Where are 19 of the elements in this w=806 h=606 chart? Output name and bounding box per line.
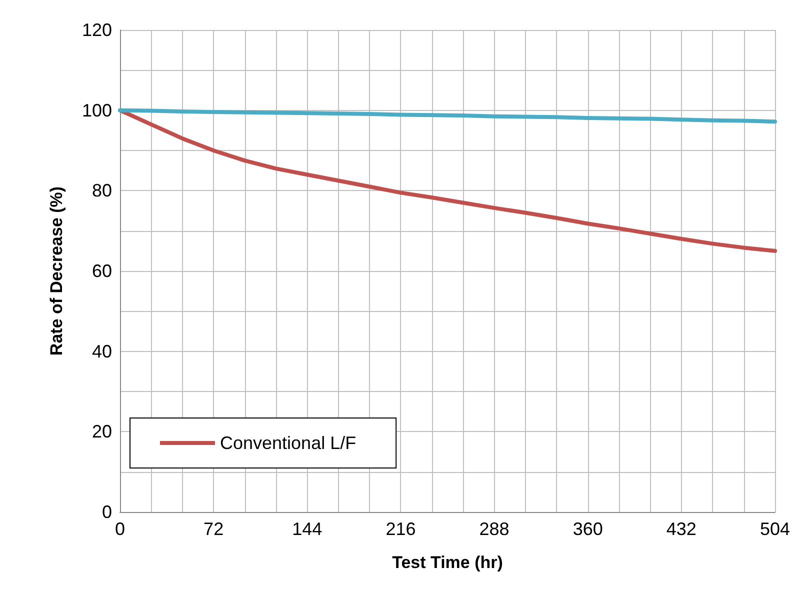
y-tick-label: 0 — [102, 502, 112, 522]
y-tick-label: 100 — [82, 100, 112, 120]
x-tick-label: 144 — [292, 519, 322, 539]
y-tick-label: 120 — [82, 20, 112, 40]
x-tick-label: 0 — [114, 519, 126, 539]
legend-label: Conventional L/F — [220, 433, 356, 453]
x-tick-label: 288 — [479, 519, 510, 539]
x-axis-title: Test Time (hr) — [392, 553, 503, 572]
y-tick-label: 60 — [92, 261, 112, 281]
x-tick-label: 432 — [666, 519, 696, 539]
y-tick-label: 20 — [92, 422, 112, 442]
y-tick-label: 40 — [92, 341, 112, 362]
y-tick-label: 80 — [92, 180, 112, 201]
y-axis-title: Rate of Decrease (%) — [47, 186, 66, 356]
x-tick-label: 504 — [760, 519, 790, 539]
line-series — [118, 108, 777, 124]
x-tick-label: 216 — [386, 519, 416, 539]
x-tick-label: 360 — [572, 519, 603, 539]
x-tick-label: 72 — [204, 519, 224, 539]
